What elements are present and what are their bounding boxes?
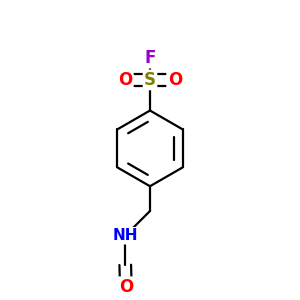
Text: F: F xyxy=(144,49,156,67)
Text: S: S xyxy=(144,71,156,89)
Text: O: O xyxy=(118,71,132,89)
Text: O: O xyxy=(119,278,133,296)
Text: O: O xyxy=(168,71,182,89)
Text: NH: NH xyxy=(112,228,138,243)
